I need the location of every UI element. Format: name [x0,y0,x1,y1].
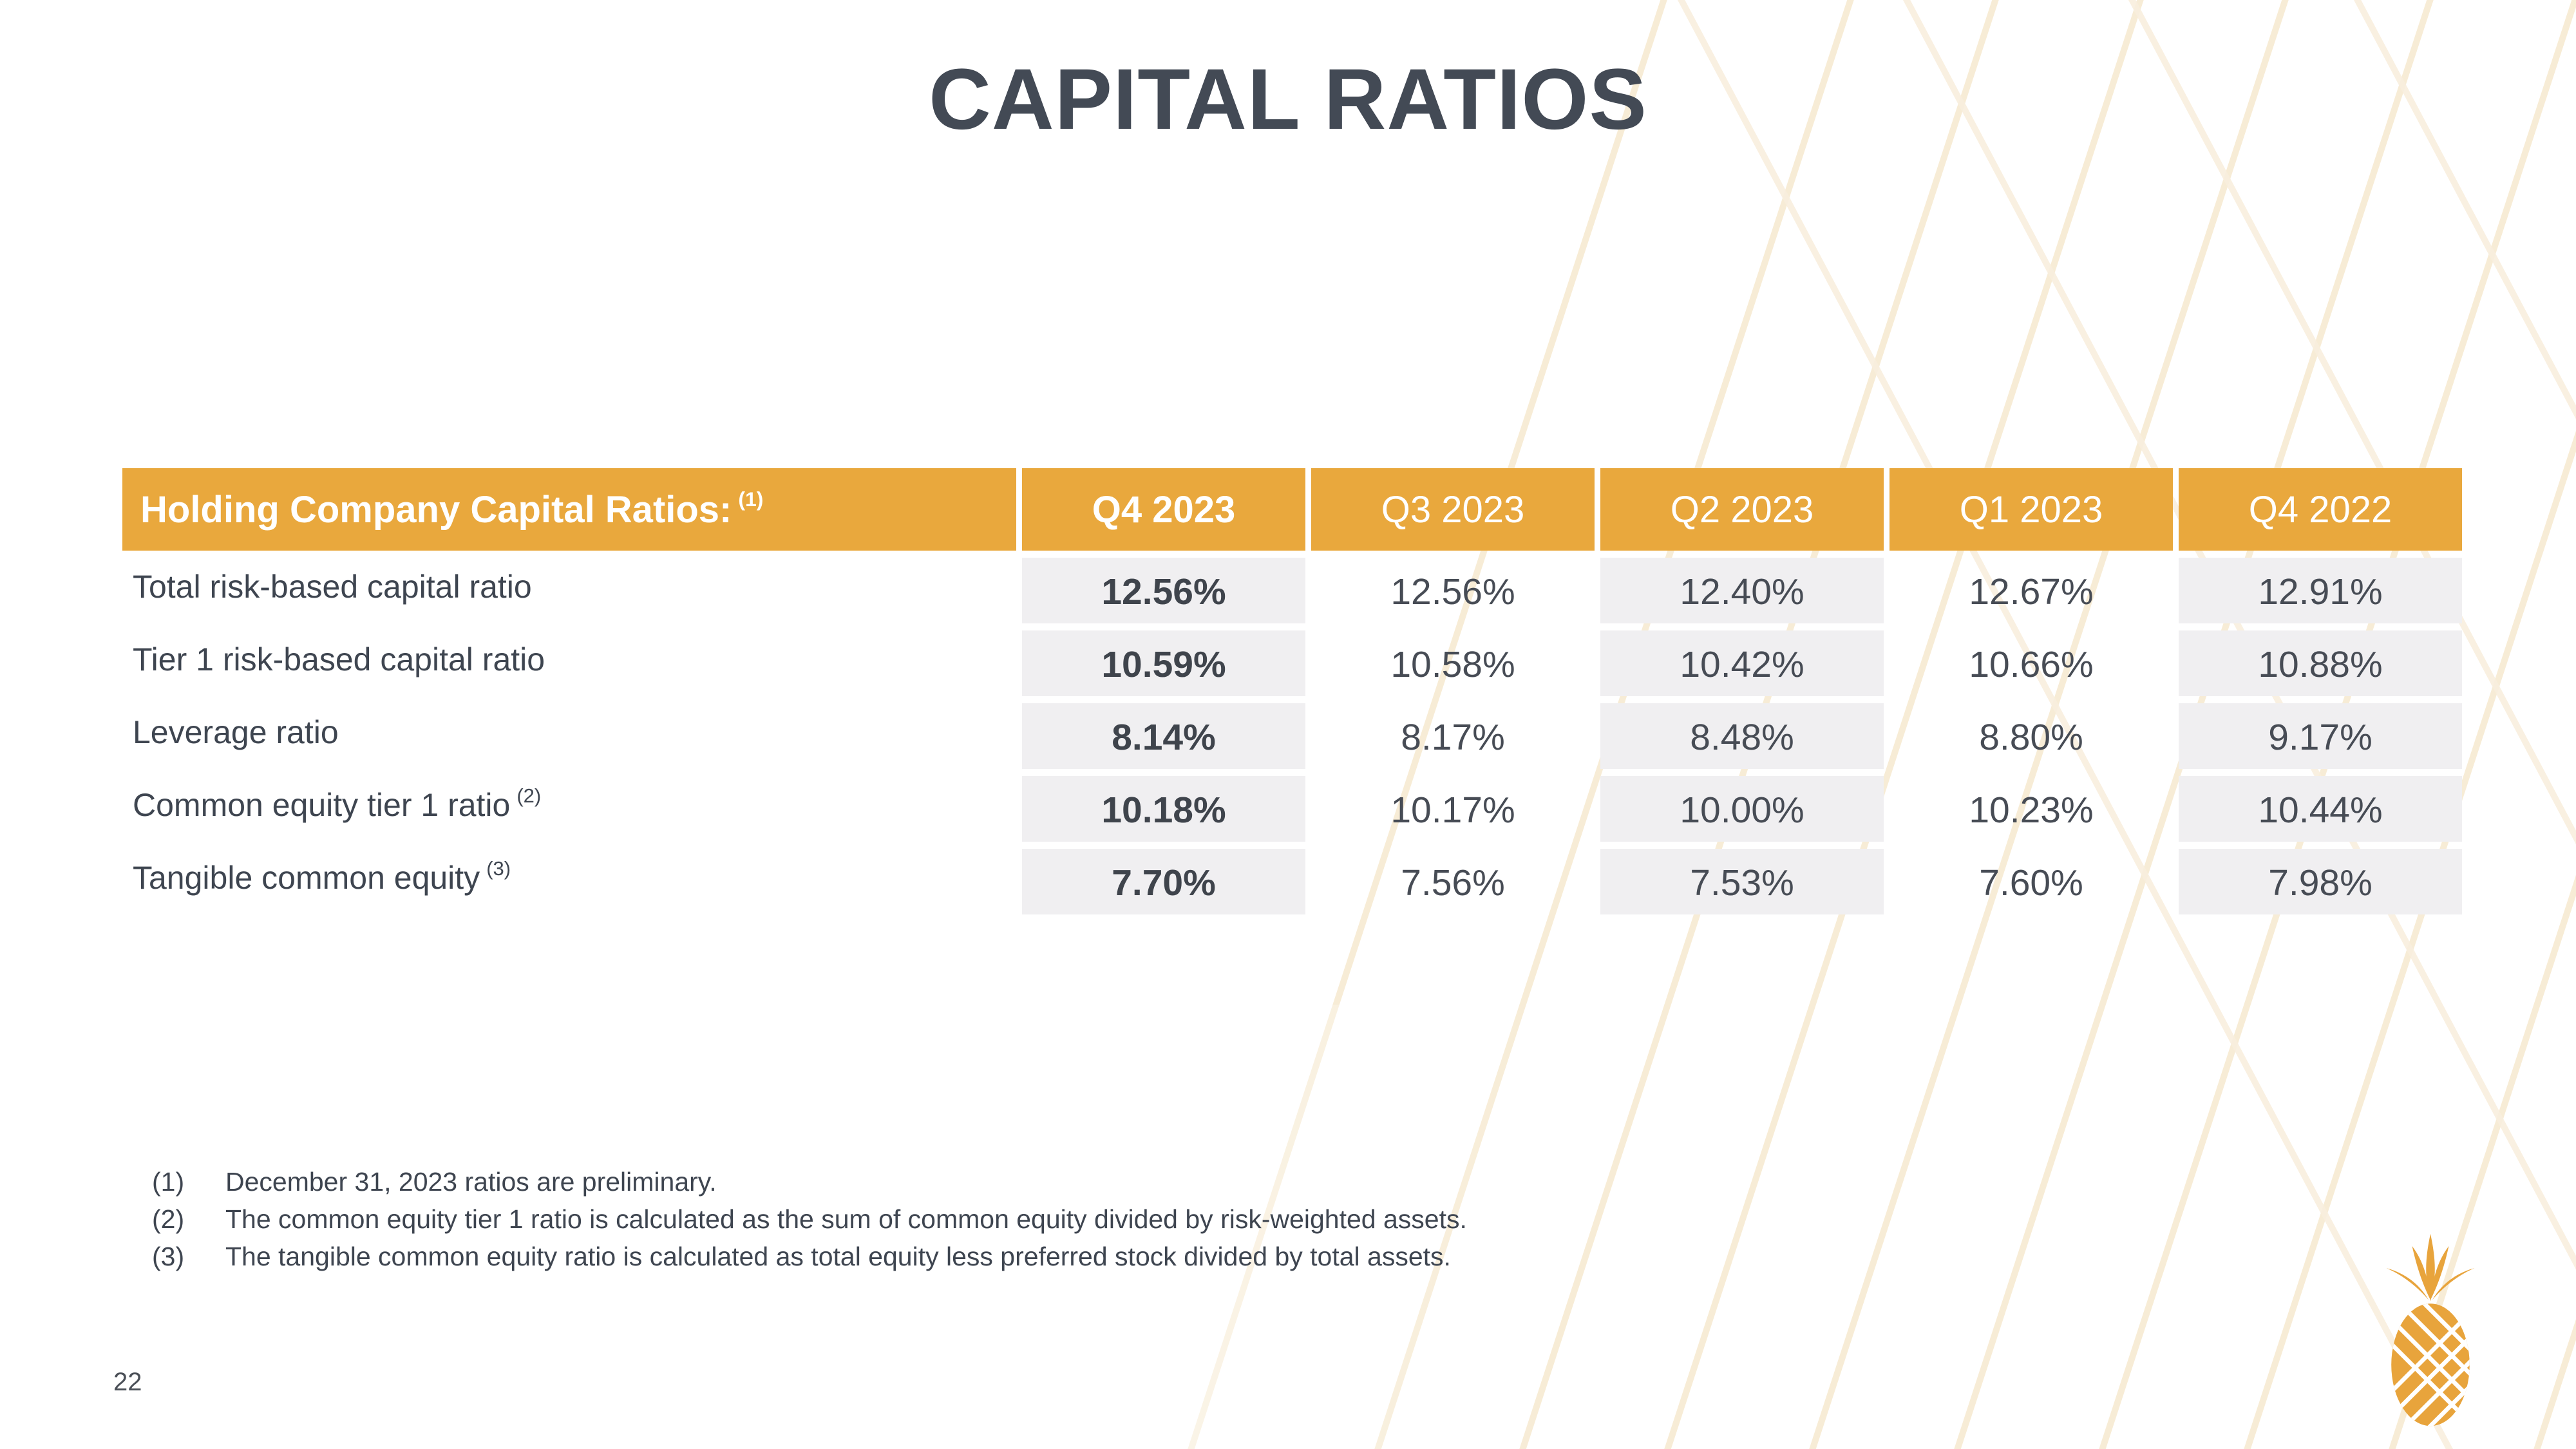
row-label: Total risk-based capital ratio [122,554,1016,620]
row-label-text: Tangible common equity [133,860,480,896]
row-label: Tangible common equity (3) [122,845,1016,911]
lattice-fade-overlay [0,1005,1546,1449]
table-header-label-superscript: (1) [738,487,764,511]
value-cell: 8.14% [1022,703,1305,769]
value-cell: 10.59% [1022,630,1305,696]
footnote-marker: (1) [152,1167,185,1197]
value-cell: 12.91% [2179,558,2462,623]
row-label: Common equity tier 1 ratio (2) [122,772,1016,838]
value-cell: 10.42% [1600,630,1884,696]
footnote-text: The tangible common equity ratio is calc… [225,1242,1451,1271]
value-cell: 12.67% [1969,571,2094,612]
table-header-label-text: Holding Company Capital Ratios: [140,488,732,531]
capital-ratios-table: Holding Company Capital Ratios: (1) Q4 2… [122,468,2462,914]
column-header-q4-2023: Q4 2023 [1022,468,1305,551]
value-cell: 10.88% [2179,630,2462,696]
row-label: Leverage ratio [122,699,1016,765]
value-cell: 9.17% [2179,703,2462,769]
row-label-superscript: (3) [486,857,511,880]
pineapple-icon [2382,1229,2479,1432]
column-header-q3-2023: Q3 2023 [1311,468,1595,551]
footnote-text: The common equity tier 1 ratio is calcul… [225,1204,1467,1234]
row-label-text: Leverage ratio [133,714,339,750]
row-label-text: Total risk-based capital ratio [133,569,532,605]
value-cell: 12.56% [1390,571,1515,612]
value-cell: 10.58% [1390,644,1515,685]
footnotes: (1) December 31, 2023 ratios are prelimi… [152,1163,1467,1275]
column-header-q2-2023: Q2 2023 [1600,468,1884,551]
page-number: 22 [113,1368,142,1396]
value-cell: 8.48% [1600,703,1884,769]
value-cell: 7.56% [1401,862,1505,904]
value-cell: 12.40% [1600,558,1884,623]
footnote-marker: (3) [152,1242,185,1271]
footnote: (1) December 31, 2023 ratios are prelimi… [152,1163,1467,1200]
value-cell: 8.80% [1979,717,2083,758]
footnote-marker: (2) [152,1204,185,1234]
column-header-q1-2023: Q1 2023 [1889,468,2173,551]
row-label: Tier 1 risk-based capital ratio [122,627,1016,692]
page-title: CAPITAL RATIOS [929,52,1647,147]
value-cell: 10.23% [1969,790,2094,831]
value-cell: 10.18% [1022,776,1305,842]
column-header-q4-2022: Q4 2022 [2179,468,2462,551]
row-label-superscript: (2) [516,784,542,808]
row-label-text: Tier 1 risk-based capital ratio [133,641,545,677]
value-cell: 12.56% [1022,558,1305,623]
footnote: (3) The tangible common equity ratio is … [152,1238,1467,1275]
row-label-text: Common equity tier 1 ratio [133,787,511,823]
footnote-text: December 31, 2023 ratios are preliminary… [225,1167,717,1197]
value-cell: 7.60% [1979,862,2083,904]
value-cell: 8.17% [1401,717,1505,758]
footnote: (2) The common equity tier 1 ratio is ca… [152,1200,1467,1238]
value-cell: 7.70% [1022,849,1305,914]
value-cell: 10.44% [2179,776,2462,842]
value-cell: 7.53% [1600,849,1884,914]
value-cell: 10.66% [1969,644,2094,685]
value-cell: 7.98% [2179,849,2462,914]
table-header-label: Holding Company Capital Ratios: (1) [122,468,1016,551]
value-cell: 10.17% [1390,790,1515,831]
value-cell: 10.00% [1600,776,1884,842]
